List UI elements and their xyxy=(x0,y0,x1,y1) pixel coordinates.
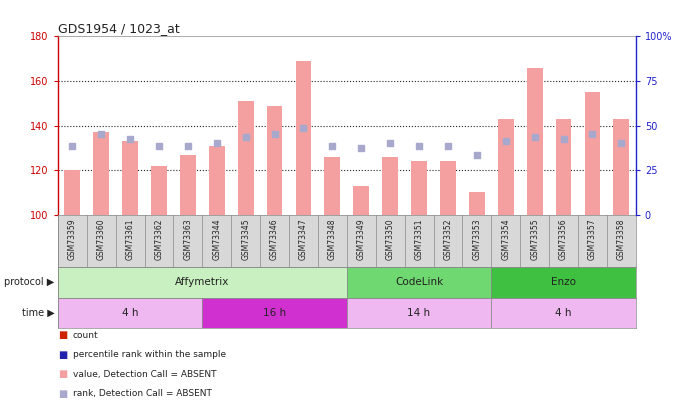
Text: Affymetrix: Affymetrix xyxy=(175,277,229,288)
Point xyxy=(124,136,135,142)
Bar xyxy=(267,105,282,215)
Bar xyxy=(58,267,347,298)
Point xyxy=(211,140,222,147)
Bar xyxy=(492,298,636,328)
Text: value, Detection Call = ABSENT: value, Detection Call = ABSENT xyxy=(73,370,216,379)
Bar xyxy=(347,267,492,298)
Text: GSM73353: GSM73353 xyxy=(473,219,481,260)
Text: 4 h: 4 h xyxy=(122,308,138,318)
Point xyxy=(558,136,569,142)
Bar xyxy=(324,157,340,215)
Point xyxy=(240,133,251,140)
Point xyxy=(413,142,424,149)
Text: ■: ■ xyxy=(58,389,67,399)
Text: GSM73346: GSM73346 xyxy=(270,219,279,260)
Bar xyxy=(354,185,369,215)
Bar xyxy=(296,61,311,215)
Text: GSM73361: GSM73361 xyxy=(126,219,135,260)
Bar xyxy=(122,141,138,215)
Text: GSM73347: GSM73347 xyxy=(299,219,308,260)
Text: GSM73356: GSM73356 xyxy=(559,219,568,260)
Point xyxy=(298,125,309,131)
Text: count: count xyxy=(73,331,99,340)
Bar xyxy=(613,119,629,215)
Bar xyxy=(411,161,427,215)
Text: protocol ▶: protocol ▶ xyxy=(4,277,54,288)
Point xyxy=(385,140,396,147)
Bar xyxy=(180,154,196,215)
Text: GSM73348: GSM73348 xyxy=(328,219,337,260)
Text: GSM73352: GSM73352 xyxy=(443,219,452,260)
Bar xyxy=(65,170,80,215)
Text: 16 h: 16 h xyxy=(263,308,286,318)
Point xyxy=(471,151,482,158)
Text: ■: ■ xyxy=(58,369,67,379)
Text: ■: ■ xyxy=(58,350,67,360)
Bar xyxy=(209,145,224,215)
Point xyxy=(616,140,627,147)
Text: GDS1954 / 1023_at: GDS1954 / 1023_at xyxy=(58,22,180,35)
Bar xyxy=(347,298,492,328)
Text: GSM73362: GSM73362 xyxy=(154,219,163,260)
Bar xyxy=(527,68,543,215)
Point xyxy=(154,142,165,149)
Text: GSM73363: GSM73363 xyxy=(184,219,192,260)
Bar xyxy=(382,157,398,215)
Text: GSM73344: GSM73344 xyxy=(212,219,221,260)
Bar xyxy=(440,161,456,215)
Text: GSM73357: GSM73357 xyxy=(588,219,597,260)
Text: GSM73354: GSM73354 xyxy=(501,219,510,260)
Text: rank, Detection Call = ABSENT: rank, Detection Call = ABSENT xyxy=(73,389,211,398)
Text: CodeLink: CodeLink xyxy=(395,277,443,288)
Point xyxy=(67,142,78,149)
Point xyxy=(182,142,193,149)
Text: GSM73358: GSM73358 xyxy=(617,219,626,260)
Text: percentile rank within the sample: percentile rank within the sample xyxy=(73,350,226,359)
Point xyxy=(269,131,280,138)
Bar xyxy=(556,119,571,215)
Point xyxy=(529,133,540,140)
Text: time ▶: time ▶ xyxy=(22,308,54,318)
Bar xyxy=(58,298,203,328)
Point xyxy=(500,138,511,144)
Text: Enzo: Enzo xyxy=(551,277,576,288)
Bar xyxy=(93,132,109,215)
Text: GSM73355: GSM73355 xyxy=(530,219,539,260)
Text: GSM73350: GSM73350 xyxy=(386,219,394,260)
Text: ■: ■ xyxy=(58,330,67,340)
Bar xyxy=(151,166,167,215)
Bar xyxy=(238,101,254,215)
Point xyxy=(96,131,107,138)
Text: GSM73359: GSM73359 xyxy=(68,219,77,260)
Bar xyxy=(492,267,636,298)
Point xyxy=(327,142,338,149)
Bar xyxy=(203,298,347,328)
Point xyxy=(587,131,598,138)
Bar xyxy=(469,192,485,215)
Text: GSM73345: GSM73345 xyxy=(241,219,250,260)
Bar xyxy=(585,92,600,215)
Point xyxy=(443,142,454,149)
Point xyxy=(356,145,367,151)
Text: GSM73360: GSM73360 xyxy=(97,219,105,260)
Text: GSM73349: GSM73349 xyxy=(357,219,366,260)
Bar xyxy=(498,119,513,215)
Text: 4 h: 4 h xyxy=(556,308,572,318)
Text: GSM73351: GSM73351 xyxy=(415,219,424,260)
Text: 14 h: 14 h xyxy=(407,308,430,318)
